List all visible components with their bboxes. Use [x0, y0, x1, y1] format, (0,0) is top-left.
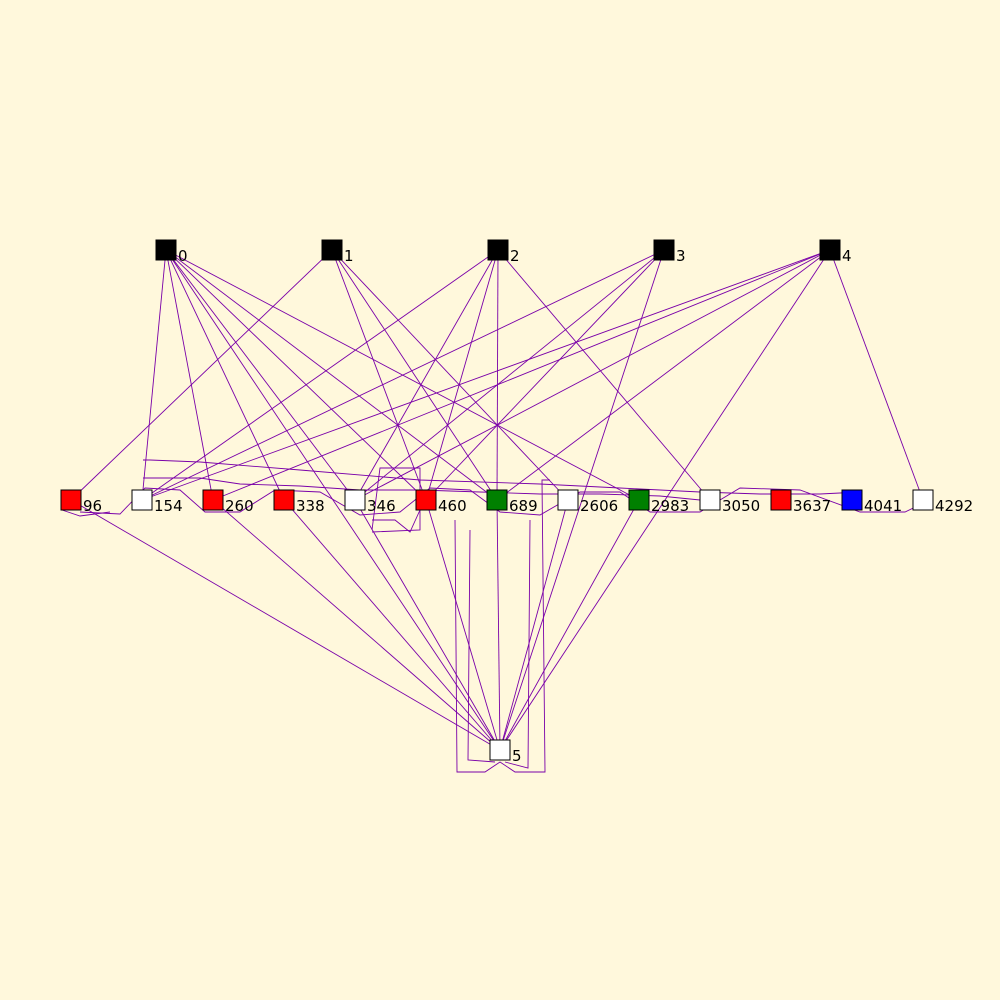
node-label: 4041 [864, 497, 902, 515]
edge-0-689 [166, 250, 497, 500]
node-box[interactable] [132, 490, 152, 510]
edge-2-689 [497, 250, 498, 500]
edge-3-346 [355, 250, 664, 500]
node-460[interactable]: 460 [416, 490, 467, 515]
node-box[interactable] [842, 490, 862, 510]
node-box[interactable] [913, 490, 933, 510]
node-4041[interactable]: 4041 [842, 490, 902, 515]
node-1[interactable]: 1 [322, 240, 354, 265]
node-label: 2983 [651, 497, 689, 515]
routed-edge [143, 460, 860, 494]
node-label: 3050 [722, 497, 760, 515]
edge-4-4292 [830, 250, 923, 500]
node-label: 2 [510, 247, 520, 265]
node-2983[interactable]: 2983 [629, 490, 689, 515]
node-box[interactable] [700, 490, 720, 510]
edge-4-154 [142, 250, 830, 500]
node-label: 0 [178, 247, 188, 265]
node-label: 154 [154, 497, 183, 515]
edge-4-260 [213, 250, 830, 500]
edge-1-460 [332, 250, 426, 500]
node-box[interactable] [654, 240, 674, 260]
edge-1-689 [332, 250, 497, 500]
node-label: 4 [842, 247, 852, 265]
node-box[interactable] [487, 490, 507, 510]
edge-460-5 [426, 500, 500, 750]
node-338[interactable]: 338 [274, 490, 325, 515]
node-label: 460 [438, 497, 467, 515]
node-label: 260 [225, 497, 254, 515]
edge-2606-5 [500, 500, 568, 750]
node-box[interactable] [488, 240, 508, 260]
node-label: 689 [509, 497, 538, 515]
routed-edge [468, 530, 495, 762]
edge-3-154 [142, 250, 664, 500]
routed-edge [505, 520, 530, 768]
node-label: 346 [367, 497, 396, 515]
node-label: 3 [676, 247, 686, 265]
edge-0-338 [166, 250, 284, 500]
node-2[interactable]: 2 [488, 240, 520, 265]
node-label: 338 [296, 497, 325, 515]
node-box[interactable] [629, 490, 649, 510]
node-box[interactable] [156, 240, 176, 260]
node-label: 3637 [793, 497, 831, 515]
node-box[interactable] [490, 740, 510, 760]
edge-0-154 [142, 250, 166, 500]
node-box[interactable] [322, 240, 342, 260]
node-box[interactable] [771, 490, 791, 510]
edge-4-689 [497, 250, 830, 500]
node-box[interactable] [416, 490, 436, 510]
node-label: 5 [512, 747, 522, 765]
edge-0-346 [166, 250, 355, 500]
node-label: 2606 [580, 497, 618, 515]
node-4292[interactable]: 4292 [913, 490, 973, 515]
node-5[interactable]: 5 [490, 740, 522, 765]
edge-346-5 [355, 500, 500, 750]
node-label: 1 [344, 247, 354, 265]
node-3[interactable]: 3 [654, 240, 686, 265]
node-label: 96 [83, 497, 102, 515]
node-box[interactable] [274, 490, 294, 510]
edge-2-154 [142, 250, 498, 500]
edge-338-5 [284, 500, 500, 750]
node-4[interactable]: 4 [820, 240, 852, 265]
edge-689-5 [497, 500, 500, 750]
edge-2-3050 [498, 250, 710, 500]
node-box[interactable] [61, 490, 81, 510]
node-box[interactable] [203, 490, 223, 510]
node-label: 4292 [935, 497, 973, 515]
node-box[interactable] [820, 240, 840, 260]
node-box[interactable] [345, 490, 365, 510]
edge-1-2606 [332, 250, 568, 500]
node-box[interactable] [558, 490, 578, 510]
edge-96-5 [71, 500, 500, 750]
node-154[interactable]: 154 [132, 490, 183, 515]
